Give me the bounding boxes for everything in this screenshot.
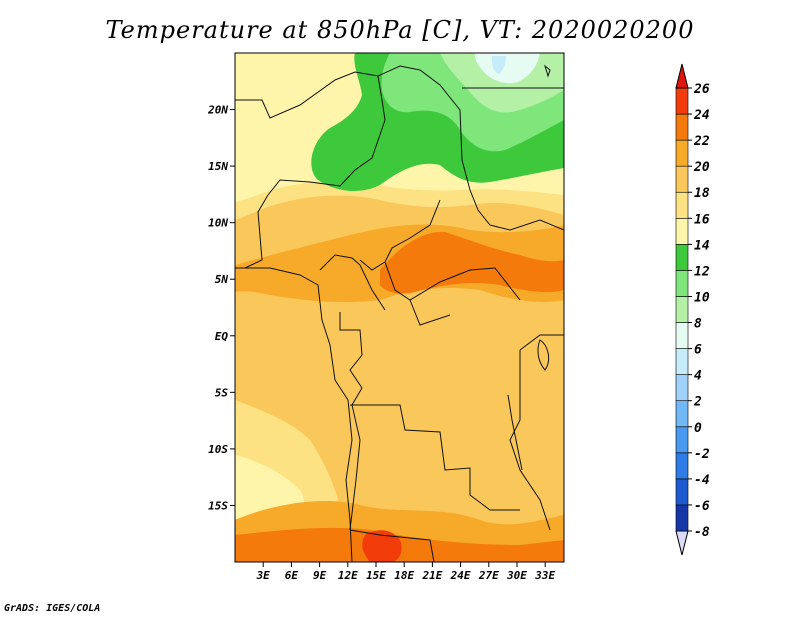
lon-tick-label: 27E (478, 569, 499, 582)
lake (537, 339, 550, 371)
border-line (235, 65, 463, 161)
colorbar-swatch (675, 296, 689, 323)
colorbar-label: 14 (694, 238, 710, 253)
border-line (509, 350, 551, 531)
colorbar-swatch (675, 348, 689, 375)
colorbar-swatch (675, 87, 689, 115)
border-line (339, 312, 363, 389)
lon-tick-label: 6E (285, 569, 299, 582)
colorbar-over-triangle (675, 63, 689, 89)
colorbar-label: 16 (694, 212, 710, 227)
lon-tick-label: 24E (450, 569, 471, 582)
colorbar-label: 8 (694, 317, 702, 332)
colorbar-label: 0 (694, 421, 702, 436)
colorbar-swatch (675, 244, 689, 271)
colorbar-label: -2 (694, 447, 710, 462)
lon-tick-label: 21E (421, 569, 442, 582)
political-boundaries (235, 64, 564, 562)
field-26-hotspot (362, 530, 402, 562)
lat-tick-label: 10N (208, 217, 228, 230)
lat-tick-label: 5S (215, 386, 229, 399)
lon-tick-label: 33E (534, 569, 555, 582)
colorbar-under-triangle (675, 530, 689, 556)
colorbar-label: 18 (694, 186, 710, 201)
field-6-north (491, 56, 506, 74)
colorbar-label: 24 (693, 108, 710, 123)
border-line (319, 254, 386, 311)
field-24-central (380, 231, 564, 294)
lake (544, 64, 551, 78)
colorbar-swatch (675, 426, 689, 454)
border-line (267, 75, 386, 196)
lat-tick-label: 15N (208, 160, 228, 173)
colorbar-swatch (675, 478, 689, 506)
colorbar-swatch (675, 270, 689, 297)
colorbar-label: 6 (694, 343, 702, 358)
lon-tick-label: 12E (338, 569, 358, 582)
lat-tick-label: 5N (215, 273, 229, 286)
lon-tick-label: 3E (256, 569, 271, 582)
colorbar-swatch (675, 374, 689, 402)
colorbar-label: 22 (693, 134, 710, 149)
lat-tick-label: 20N (207, 104, 228, 117)
coastline (235, 267, 353, 562)
map-title: Temperature at 850hPa [C], VT: 202002020… (105, 16, 695, 44)
colorbar-swatch (675, 191, 689, 219)
colorbar-label: 26 (693, 82, 710, 97)
map-frame (234, 52, 565, 563)
lon-tick-label: 18E (394, 569, 414, 582)
colorbar-swatch (675, 113, 689, 141)
lat-tick-label: 10S (208, 443, 228, 456)
temperature-field (235, 53, 564, 562)
lat-tick-label: 15S (208, 499, 228, 512)
longitude-ticks: 3E 6E 9E 12E 15E 18E 21E 24E 27E 30E 33E (256, 562, 556, 582)
colorbar-label: -4 (694, 473, 710, 488)
lat-tick-label: EQ (215, 330, 229, 343)
colorbar-swatch (675, 504, 689, 532)
border-line (349, 387, 363, 531)
colorbar-label: -6 (694, 499, 710, 514)
colorbar-label: 2 (693, 395, 702, 410)
border-line (519, 334, 564, 351)
field-8-north (474, 53, 540, 84)
colorbar-label: 10 (694, 290, 710, 305)
colorbar-swatch (675, 452, 689, 480)
colorbar-label: 12 (694, 264, 710, 279)
colorbar-swatch (675, 217, 689, 245)
lon-tick-label: 9E (313, 569, 327, 582)
lon-tick-label: 30E (506, 569, 527, 582)
border-line (461, 159, 564, 231)
lake (507, 394, 523, 471)
lon-tick-label: 15E (366, 569, 386, 582)
border-line (384, 261, 521, 301)
colorbar-swatch (675, 322, 689, 349)
colorbar-label: 20 (693, 160, 710, 175)
credit-text: GrADS: IGES/COLA (4, 603, 101, 614)
colorbar-swatch (675, 165, 689, 193)
colorbar-label: -8 (694, 525, 710, 540)
colorbar-label: 4 (694, 369, 702, 384)
border-line (359, 199, 441, 271)
latitude-ticks: 20N 15N 10N 5N EQ 5S 10S 15S (207, 104, 235, 512)
colorbar-swatch (675, 139, 689, 167)
border-line (409, 299, 451, 326)
border-line (350, 404, 520, 511)
border-line (349, 529, 435, 562)
colorbar-swatch (675, 400, 689, 428)
border-line (244, 194, 269, 269)
